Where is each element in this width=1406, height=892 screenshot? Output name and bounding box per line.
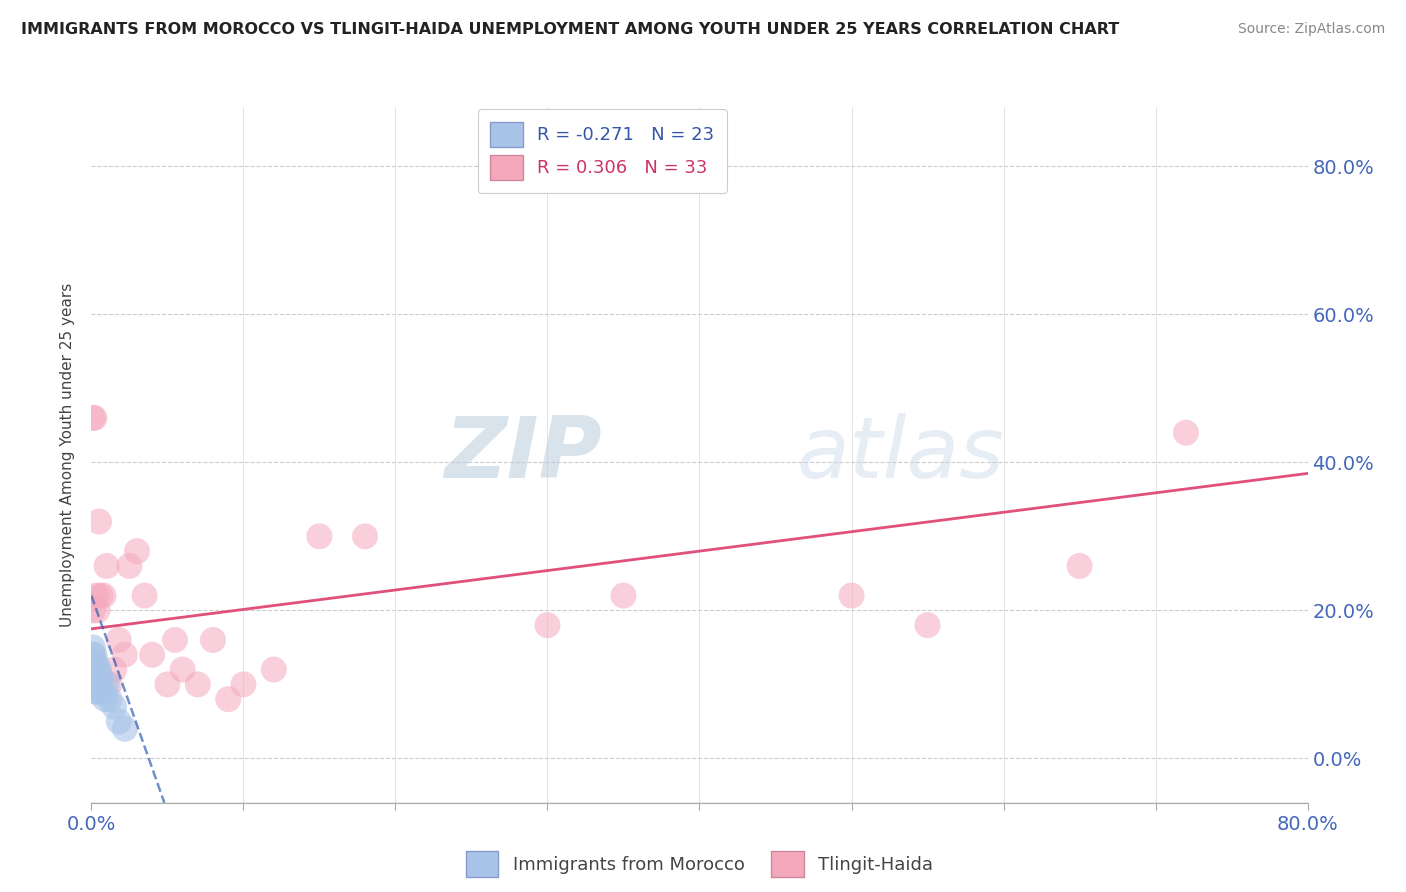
- Point: [308, 529, 330, 543]
- Point: [107, 632, 129, 647]
- Point: [114, 722, 136, 736]
- Point: [82, 648, 104, 662]
- Point: [89, 670, 111, 684]
- Point: [84, 655, 107, 669]
- Point: [91, 685, 114, 699]
- Point: [217, 692, 239, 706]
- Text: atlas: atlas: [797, 413, 1005, 497]
- Point: [86, 663, 108, 677]
- Point: [84, 589, 107, 603]
- Point: [87, 515, 110, 529]
- Point: [84, 670, 107, 684]
- Point: [163, 632, 186, 647]
- Point: [103, 663, 125, 677]
- Point: [87, 677, 110, 691]
- Point: [187, 677, 209, 691]
- Point: [612, 589, 634, 603]
- Point: [172, 663, 194, 677]
- Point: [83, 663, 105, 677]
- Point: [1069, 558, 1091, 573]
- Point: [141, 648, 163, 662]
- Point: [98, 677, 121, 691]
- Point: [82, 411, 104, 425]
- Point: [263, 663, 285, 677]
- Point: [84, 685, 107, 699]
- Point: [118, 558, 141, 573]
- Point: [841, 589, 863, 603]
- Point: [134, 589, 156, 603]
- Y-axis label: Unemployment Among Youth under 25 years: Unemployment Among Youth under 25 years: [60, 283, 76, 627]
- Point: [82, 655, 104, 669]
- Point: [93, 589, 115, 603]
- Point: [917, 618, 939, 632]
- Point: [96, 558, 118, 573]
- Point: [103, 699, 125, 714]
- Point: [93, 685, 115, 699]
- Point: [82, 603, 104, 617]
- Point: [83, 411, 105, 425]
- Point: [86, 685, 108, 699]
- Point: [536, 618, 558, 632]
- Point: [87, 663, 110, 677]
- Point: [354, 529, 377, 543]
- Point: [96, 677, 118, 691]
- Point: [1174, 425, 1197, 440]
- Text: ZIP: ZIP: [444, 413, 602, 497]
- Point: [82, 640, 104, 655]
- Point: [94, 692, 117, 706]
- Text: Source: ZipAtlas.com: Source: ZipAtlas.com: [1237, 22, 1385, 37]
- Text: IMMIGRANTS FROM MOROCCO VS TLINGIT-HAIDA UNEMPLOYMENT AMONG YOUTH UNDER 25 YEARS: IMMIGRANTS FROM MOROCCO VS TLINGIT-HAIDA…: [21, 22, 1119, 37]
- Point: [107, 714, 129, 729]
- Point: [83, 677, 105, 691]
- Point: [114, 648, 136, 662]
- Point: [83, 648, 105, 662]
- Point: [156, 677, 179, 691]
- Point: [82, 663, 104, 677]
- Point: [232, 677, 254, 691]
- Point: [98, 692, 121, 706]
- Point: [89, 589, 111, 603]
- Legend: Immigrants from Morocco, Tlingit-Haida: Immigrants from Morocco, Tlingit-Haida: [458, 844, 941, 884]
- Point: [86, 603, 108, 617]
- Point: [125, 544, 148, 558]
- Point: [202, 632, 225, 647]
